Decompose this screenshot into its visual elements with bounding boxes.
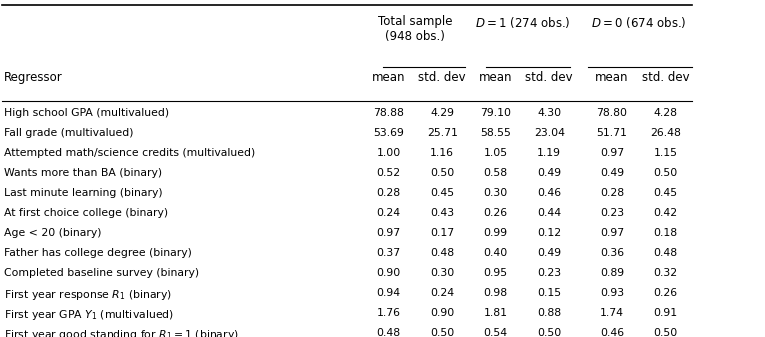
Text: At first choice college (binary): At first choice college (binary) [4, 208, 168, 218]
Text: Total sample
(948 obs.): Total sample (948 obs.) [378, 15, 453, 43]
Text: mean: mean [479, 71, 513, 84]
Text: 53.69: 53.69 [373, 128, 404, 138]
Text: mean: mean [595, 71, 629, 84]
Text: 1.76: 1.76 [376, 308, 401, 318]
Text: 0.50: 0.50 [430, 328, 454, 337]
Text: 0.46: 0.46 [600, 328, 624, 337]
Text: 0.37: 0.37 [376, 248, 401, 258]
Text: std. dev: std. dev [526, 71, 573, 84]
Text: 0.15: 0.15 [537, 288, 562, 298]
Text: 0.50: 0.50 [653, 168, 678, 178]
Text: 0.24: 0.24 [430, 288, 454, 298]
Text: 0.97: 0.97 [600, 148, 624, 158]
Text: 0.26: 0.26 [653, 288, 678, 298]
Text: 0.50: 0.50 [537, 328, 562, 337]
Text: 1.00: 1.00 [376, 148, 401, 158]
Text: 0.17: 0.17 [430, 228, 454, 238]
Text: 1.16: 1.16 [430, 148, 454, 158]
Text: 0.49: 0.49 [600, 168, 624, 178]
Text: 1.19: 1.19 [537, 148, 562, 158]
Text: 0.54: 0.54 [483, 328, 508, 337]
Text: Fall grade (multivalued): Fall grade (multivalued) [4, 128, 133, 138]
Text: 1.74: 1.74 [600, 308, 624, 318]
Text: First year response $R_1$ (binary): First year response $R_1$ (binary) [4, 288, 172, 302]
Text: $D = 0$ (674 obs.): $D = 0$ (674 obs.) [591, 15, 686, 30]
Text: 0.36: 0.36 [600, 248, 624, 258]
Text: 0.52: 0.52 [376, 168, 401, 178]
Text: 0.23: 0.23 [600, 208, 624, 218]
Text: Age < 20 (binary): Age < 20 (binary) [4, 228, 101, 238]
Text: 0.46: 0.46 [537, 188, 562, 198]
Text: 4.30: 4.30 [537, 108, 562, 118]
Text: 58.55: 58.55 [480, 128, 511, 138]
Text: 0.49: 0.49 [537, 168, 562, 178]
Text: 0.24: 0.24 [376, 208, 401, 218]
Text: 0.30: 0.30 [430, 268, 454, 278]
Text: 4.28: 4.28 [653, 108, 678, 118]
Text: First year GPA $Y_1$ (multivalued): First year GPA $Y_1$ (multivalued) [4, 308, 174, 323]
Text: Wants more than BA (binary): Wants more than BA (binary) [4, 168, 162, 178]
Text: Last minute learning (binary): Last minute learning (binary) [4, 188, 162, 198]
Text: 0.50: 0.50 [653, 328, 678, 337]
Text: 0.50: 0.50 [430, 168, 454, 178]
Text: 0.99: 0.99 [483, 228, 508, 238]
Text: 0.90: 0.90 [376, 268, 401, 278]
Text: 1.15: 1.15 [653, 148, 678, 158]
Text: 0.45: 0.45 [653, 188, 678, 198]
Text: 0.43: 0.43 [430, 208, 454, 218]
Text: Regressor: Regressor [4, 71, 63, 84]
Text: $D = 1$ (274 obs.): $D = 1$ (274 obs.) [475, 15, 570, 30]
Text: 0.93: 0.93 [600, 288, 624, 298]
Text: 25.71: 25.71 [427, 128, 457, 138]
Text: 1.05: 1.05 [483, 148, 508, 158]
Text: 0.58: 0.58 [483, 168, 508, 178]
Text: 0.40: 0.40 [483, 248, 508, 258]
Text: Father has college degree (binary): Father has college degree (binary) [4, 248, 192, 258]
Text: 0.18: 0.18 [653, 228, 678, 238]
Text: 0.45: 0.45 [430, 188, 454, 198]
Text: 0.91: 0.91 [653, 308, 678, 318]
Text: 1.81: 1.81 [483, 308, 508, 318]
Text: std. dev: std. dev [642, 71, 689, 84]
Text: 26.48: 26.48 [650, 128, 681, 138]
Text: 0.95: 0.95 [483, 268, 508, 278]
Text: 78.88: 78.88 [373, 108, 404, 118]
Text: mean: mean [372, 71, 405, 84]
Text: 0.48: 0.48 [430, 248, 454, 258]
Text: 78.80: 78.80 [597, 108, 627, 118]
Text: 0.48: 0.48 [376, 328, 401, 337]
Text: 0.23: 0.23 [537, 268, 562, 278]
Text: 0.94: 0.94 [376, 288, 401, 298]
Text: 51.71: 51.71 [597, 128, 627, 138]
Text: 0.42: 0.42 [653, 208, 678, 218]
Text: High school GPA (multivalued): High school GPA (multivalued) [4, 108, 169, 118]
Text: 0.49: 0.49 [537, 248, 562, 258]
Text: Completed baseline survey (binary): Completed baseline survey (binary) [4, 268, 199, 278]
Text: 23.04: 23.04 [534, 128, 565, 138]
Text: 0.90: 0.90 [430, 308, 454, 318]
Text: 0.89: 0.89 [600, 268, 624, 278]
Text: 0.28: 0.28 [376, 188, 401, 198]
Text: 0.32: 0.32 [653, 268, 678, 278]
Text: 0.48: 0.48 [653, 248, 678, 258]
Text: std. dev: std. dev [418, 71, 466, 84]
Text: 0.97: 0.97 [376, 228, 401, 238]
Text: 4.29: 4.29 [430, 108, 454, 118]
Text: 79.10: 79.10 [480, 108, 511, 118]
Text: Attempted math/science credits (multivalued): Attempted math/science credits (multival… [4, 148, 255, 158]
Text: 0.98: 0.98 [483, 288, 508, 298]
Text: First year good standing for $R_1 = 1$ (binary): First year good standing for $R_1 = 1$ (… [4, 328, 239, 337]
Text: 0.44: 0.44 [537, 208, 562, 218]
Text: 0.12: 0.12 [537, 228, 562, 238]
Text: 0.30: 0.30 [483, 188, 508, 198]
Text: 0.88: 0.88 [537, 308, 562, 318]
Text: 0.28: 0.28 [600, 188, 624, 198]
Text: 0.97: 0.97 [600, 228, 624, 238]
Text: 0.26: 0.26 [483, 208, 508, 218]
